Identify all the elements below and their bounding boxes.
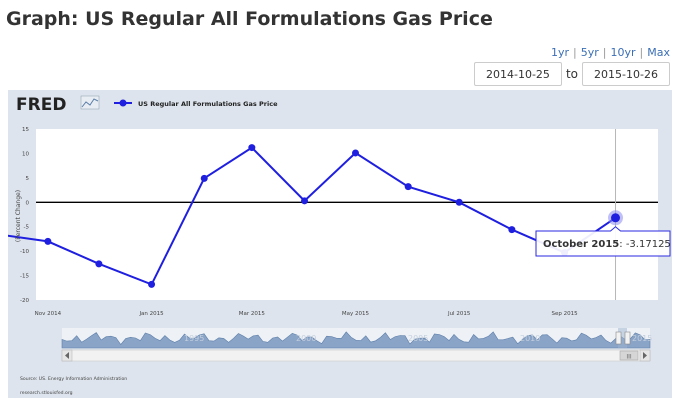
range-links: 1yr|5yr|10yr|Max: [551, 46, 670, 59]
data-point[interactable]: [508, 226, 515, 233]
site-link[interactable]: research.stlouisfed.org: [20, 390, 73, 396]
y-tick-label: 5: [26, 176, 30, 182]
fred-logo: FRED: [16, 95, 66, 115]
legend-label: US Regular All Formulations Gas Price: [138, 100, 278, 108]
y-tick-label: 10: [22, 151, 29, 157]
data-point[interactable]: [301, 197, 308, 204]
separator: |: [603, 46, 607, 59]
data-point[interactable]: [248, 144, 255, 151]
range-5yr-link[interactable]: 5yr: [581, 46, 599, 59]
separator: |: [640, 46, 644, 59]
y-tick-label: -5: [24, 225, 30, 231]
scrollbar-track[interactable]: [62, 350, 650, 361]
separator: |: [573, 46, 577, 59]
data-point[interactable]: [456, 199, 463, 206]
x-tick-label: Jan 2015: [138, 311, 164, 317]
date-range: to: [474, 62, 670, 86]
x-tick-label: May 2015: [342, 311, 370, 317]
data-point[interactable]: [148, 281, 155, 288]
data-point[interactable]: [201, 175, 208, 182]
data-point[interactable]: [611, 213, 620, 222]
x-tick-label: Mar 2015: [239, 311, 266, 317]
x-tick-label: Nov 2014: [35, 311, 62, 317]
source-note: Source: US. Energy Information Administr…: [20, 376, 127, 382]
y-tick-label: 0: [26, 200, 30, 206]
navigator-year-label: 2010: [520, 334, 540, 343]
tooltip-value: -3.17125: [626, 239, 671, 250]
start-date-input[interactable]: [474, 62, 562, 86]
navigator-year-label: 2015: [632, 334, 652, 343]
plot-area: [36, 129, 658, 300]
data-point[interactable]: [44, 238, 51, 245]
scrollbar-grip-icon: III: [626, 354, 632, 361]
y-tick-label: -15: [20, 274, 29, 280]
legend[interactable]: US Regular All Formulations Gas Price: [114, 100, 278, 109]
x-axis: Nov 2014 Jan 2015 Mar 2015 May 2015 Jul 2015…: [35, 311, 578, 317]
svg-text:October 2015: -3.17125: October 2015: -3.17125: [543, 239, 671, 250]
navigator-left-handle[interactable]: [616, 332, 621, 344]
navigator-right-handle[interactable]: [625, 332, 630, 344]
legend-marker: [120, 100, 127, 107]
y-tick-label: -20: [20, 298, 29, 304]
tooltip: October 2015: -3.17125: [536, 227, 671, 256]
chart-frame: 15 10 5 0 -5 -10 -15 -20 Nov 2014 Jan 2015 Mar 20…: [8, 90, 672, 398]
page-title: Graph: US Regular All Formulations Gas P…: [6, 8, 493, 30]
data-point[interactable]: [352, 149, 359, 156]
tooltip-date: October 2015: [543, 239, 619, 250]
date-to-label: to: [566, 67, 578, 81]
navigator-year-label: 2000: [296, 334, 316, 343]
range-1yr-link[interactable]: 1yr: [551, 46, 569, 59]
scrollbar[interactable]: III: [62, 350, 650, 361]
data-point[interactable]: [95, 260, 102, 267]
x-tick-label: Sep 2015: [551, 311, 578, 317]
y-axis-label: (Percent Change): [15, 190, 22, 242]
data-point[interactable]: [405, 183, 412, 190]
range-max-link[interactable]: Max: [647, 46, 670, 59]
end-date-input[interactable]: [582, 62, 670, 86]
chart-canvas[interactable]: 15 10 5 0 -5 -10 -15 -20 Nov 2014 Jan 2015 Mar 20…: [8, 90, 672, 398]
navigator-year-label: 1995: [184, 334, 204, 343]
navigator-year-label: 2005: [408, 334, 428, 343]
range-10yr-link[interactable]: 10yr: [611, 46, 636, 59]
y-tick-label: 15: [22, 127, 29, 133]
y-tick-label: -10: [20, 249, 29, 255]
x-tick-label: Jul 2015: [447, 311, 471, 317]
fred-logo-icon: [81, 96, 99, 109]
navigator[interactable]: 1995 2000 2005 2010 2015: [62, 328, 652, 348]
